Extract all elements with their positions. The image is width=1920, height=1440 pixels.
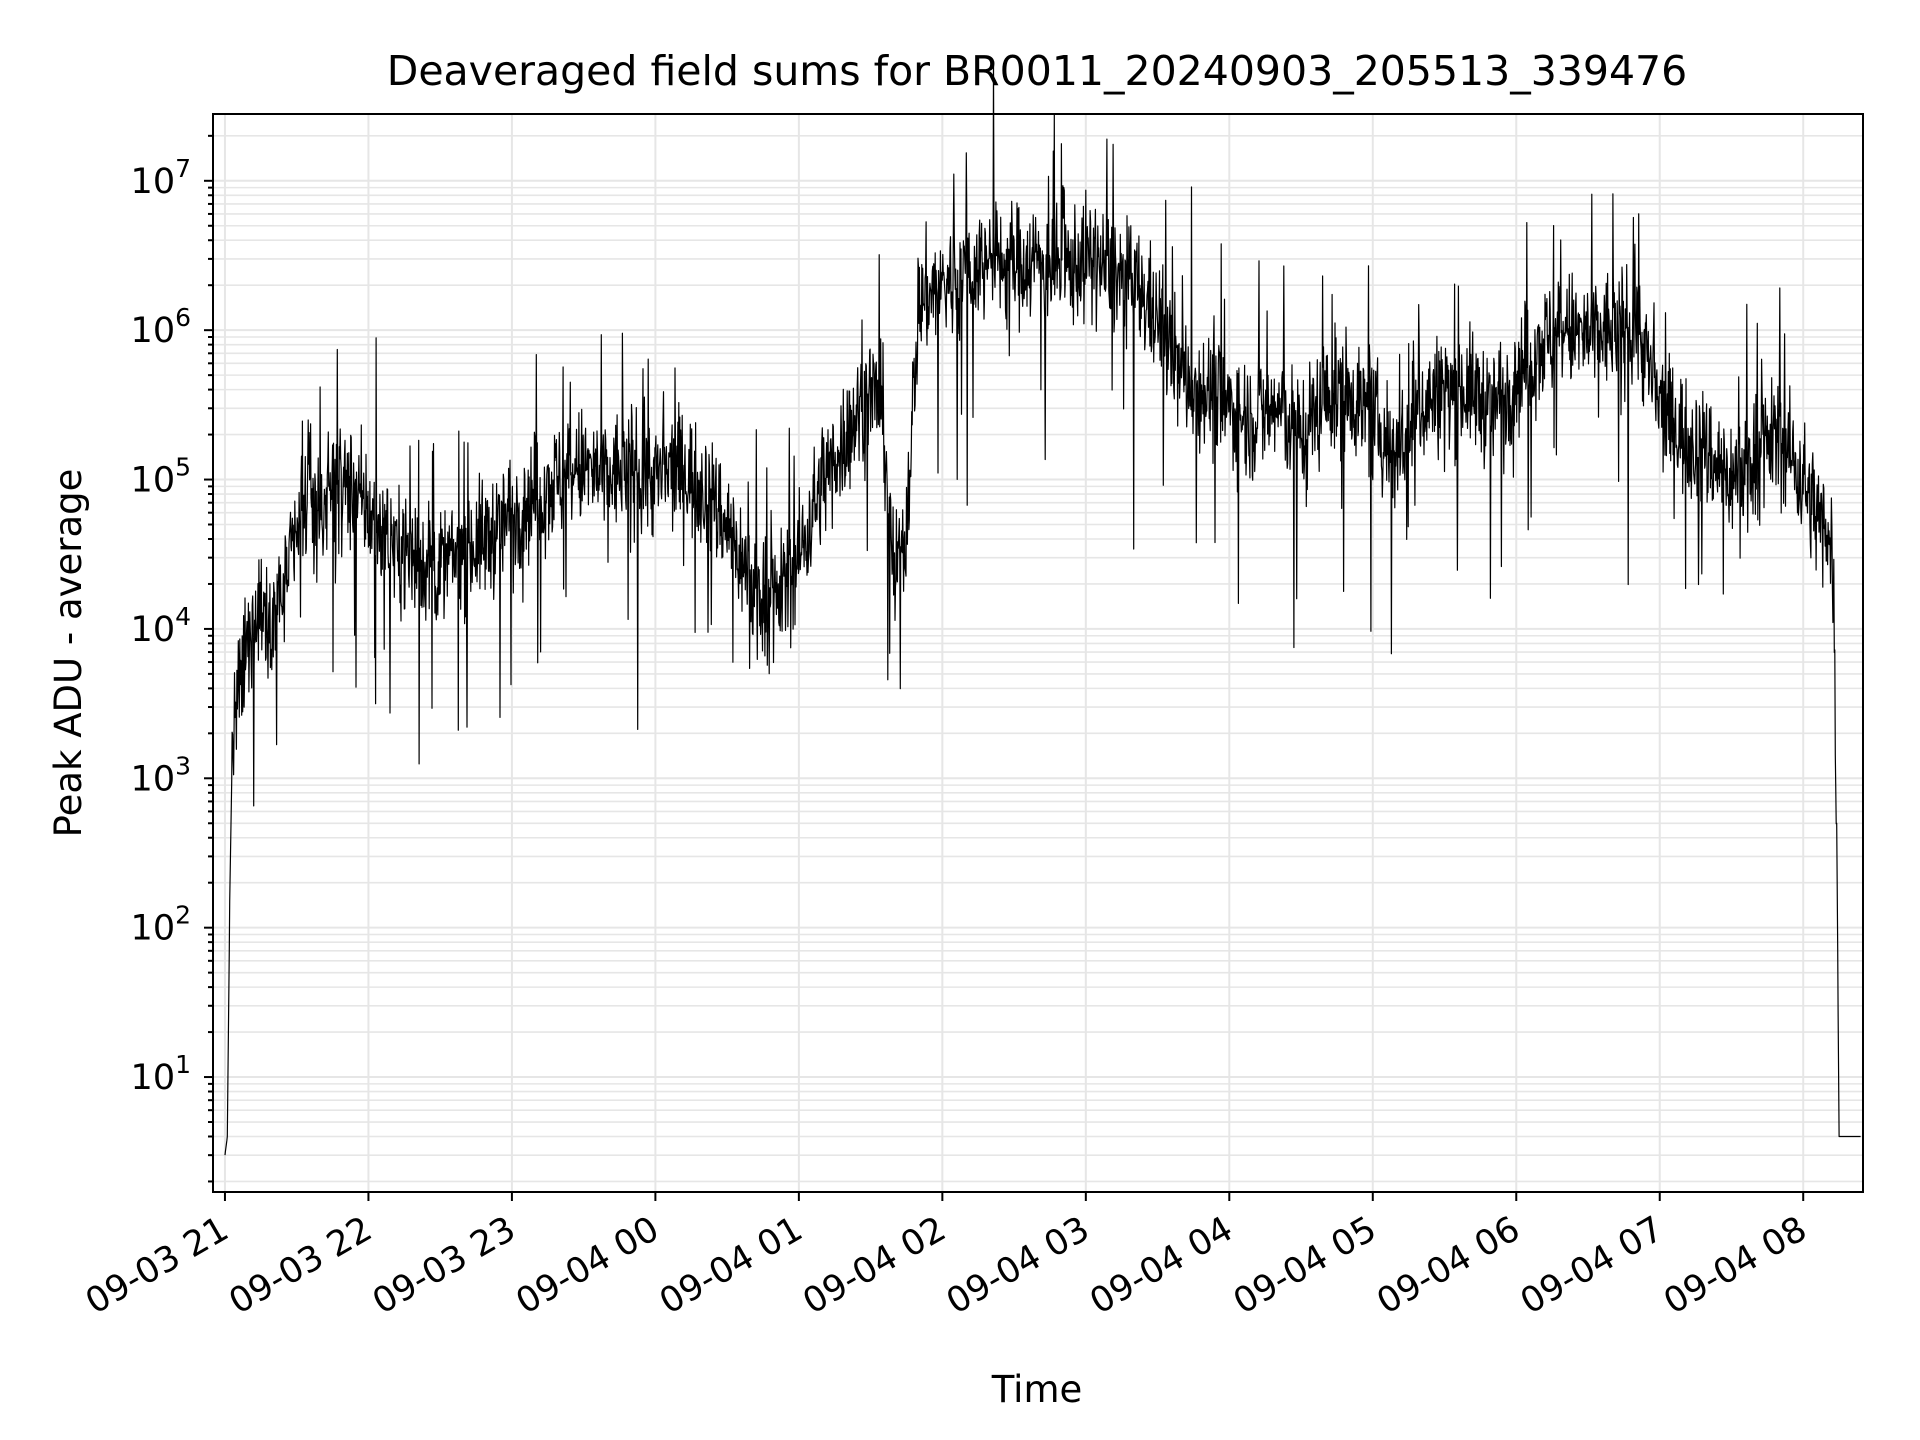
y-tick-label: 102 [131,901,191,949]
y-tick-label: 105 [131,453,191,501]
series-line [224,60,1861,1156]
y-axis: 101 102 103 104 105 106 107 [131,134,213,1183]
y-tick-label: 104 [131,602,191,650]
series-layer [224,60,1861,1156]
chart-title: Deaveraged field sums for BR0011_2024090… [387,47,1687,95]
y-tick-label: 101 [131,1050,191,1098]
y-tick-label: 103 [131,751,191,799]
y-tick-label: 106 [131,303,191,351]
grid [213,114,1863,1192]
y-axis-label: Peak ADU - average [47,469,90,838]
x-axis-label: Time [991,1368,1083,1411]
y-tick-label: 107 [131,154,191,202]
